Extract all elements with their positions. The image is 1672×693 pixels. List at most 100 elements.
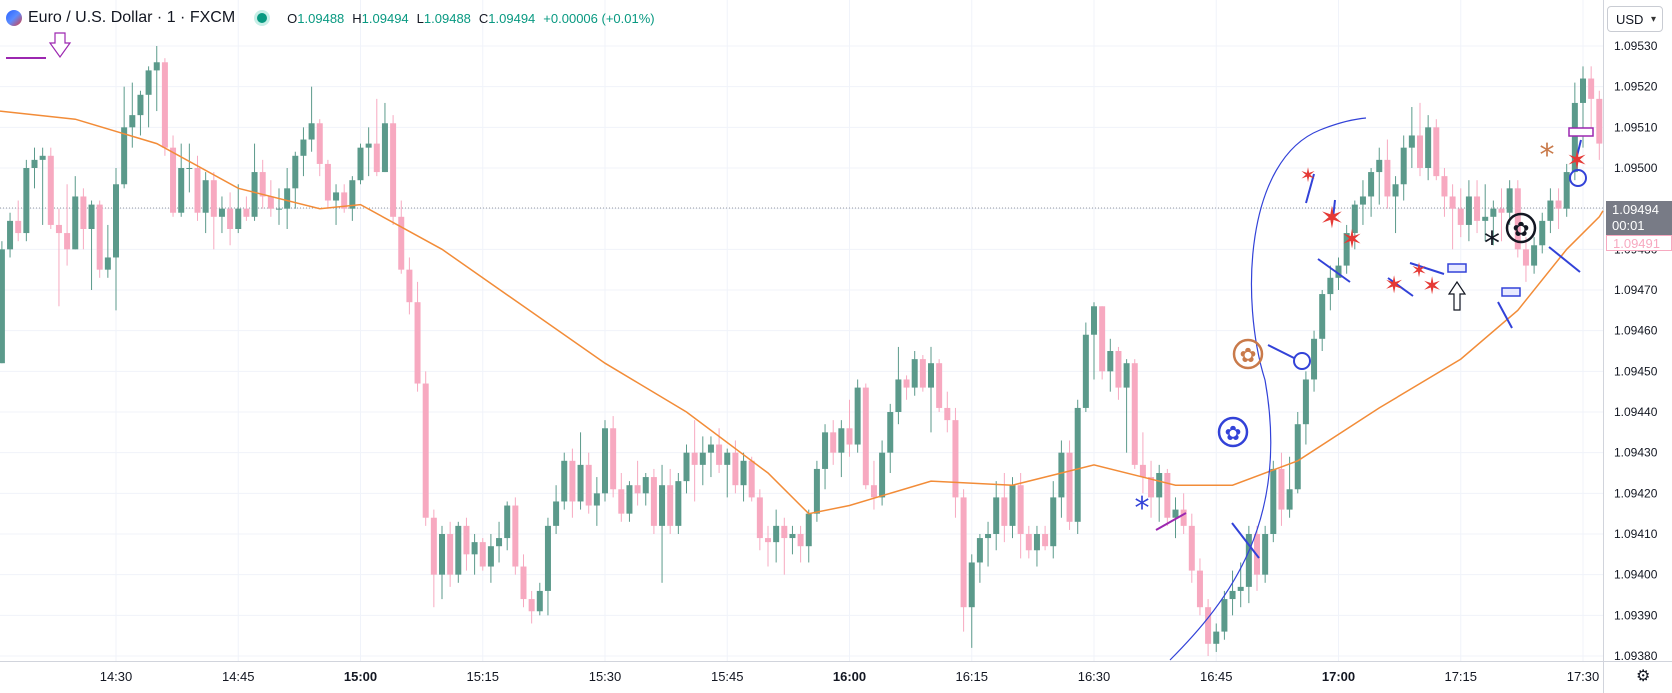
drawing-rect[interactable] xyxy=(1447,263,1467,273)
symbol-title[interactable]: Euro / U.S. Dollar · 1 · FXCM xyxy=(28,9,236,26)
candle-body xyxy=(1433,127,1440,177)
drawing-segment[interactable] xyxy=(1155,512,1187,531)
candle-body xyxy=(1417,135,1423,168)
flower-marker[interactable]: ✿ xyxy=(1217,416,1249,448)
candle-body xyxy=(797,534,804,547)
candle xyxy=(610,416,617,498)
candle xyxy=(528,590,535,624)
candle xyxy=(1531,237,1538,274)
asterisk-marker[interactable]: ✶ xyxy=(1300,163,1317,187)
drawing-segment[interactable] xyxy=(1305,173,1315,204)
candle xyxy=(1311,330,1318,392)
candle-body xyxy=(1563,172,1570,209)
drawing-circle[interactable] xyxy=(1293,352,1311,370)
drawing-curve-blue[interactable] xyxy=(1169,117,1367,661)
candle xyxy=(642,473,649,506)
candle xyxy=(805,509,812,563)
currency-select[interactable]: USD ▾ xyxy=(1607,6,1663,32)
candle-body xyxy=(887,412,894,453)
market-status-icon[interactable] xyxy=(257,13,268,23)
drawing-circle[interactable] xyxy=(1569,169,1587,187)
drawing-segment[interactable] xyxy=(1231,522,1260,559)
candle-body xyxy=(447,534,454,575)
candle xyxy=(1091,302,1097,380)
candle-body xyxy=(1571,102,1578,173)
candle-body xyxy=(553,501,560,526)
drawing-segment[interactable] xyxy=(1409,262,1445,275)
asterisk-marker[interactable]: ✶ xyxy=(1422,272,1442,300)
candle xyxy=(455,521,462,583)
asterisk-marker[interactable]: * xyxy=(1135,491,1150,526)
candle xyxy=(862,383,869,490)
asterisk-marker[interactable]: ✶ xyxy=(1319,201,1344,236)
candle xyxy=(1262,525,1269,583)
symbol-logo-icon[interactable] xyxy=(6,10,22,26)
candle xyxy=(15,200,22,242)
candle xyxy=(1302,371,1309,445)
asterisk-marker[interactable]: * xyxy=(1484,224,1500,262)
candle xyxy=(487,534,494,583)
asterisk-marker[interactable]: ✶ xyxy=(1341,225,1363,255)
price-tick-label: 1.09400 xyxy=(1614,568,1658,582)
candle xyxy=(1522,237,1529,282)
candle xyxy=(341,184,348,213)
drawings-layer xyxy=(6,32,1594,661)
candle xyxy=(96,200,103,278)
drawing-segment[interactable] xyxy=(1332,199,1336,219)
candle xyxy=(544,517,551,616)
drawing-segment[interactable] xyxy=(1575,139,1582,161)
drawing-segment[interactable] xyxy=(1267,344,1295,359)
drawing-segment[interactable] xyxy=(1497,301,1513,329)
candle xyxy=(683,444,690,494)
candle-body xyxy=(31,159,38,168)
asterisk-marker[interactable]: ✶ xyxy=(1566,146,1588,176)
candle-body xyxy=(830,432,837,453)
candle xyxy=(0,241,5,364)
candle xyxy=(1417,102,1423,177)
candle xyxy=(1294,412,1301,494)
drawing-segment[interactable] xyxy=(1317,258,1351,283)
candle xyxy=(202,172,209,234)
change-value: +0.00006 (+0.01%) xyxy=(543,10,655,26)
drawing-segment[interactable] xyxy=(1387,277,1414,297)
up-arrow-icon[interactable] xyxy=(1447,280,1467,311)
price-tick-label: 1.09410 xyxy=(1614,527,1658,541)
asterisk-marker[interactable]: ✶ xyxy=(1384,271,1404,299)
candle-body xyxy=(691,452,698,465)
candle-body xyxy=(1172,509,1179,518)
candle xyxy=(887,403,894,473)
down-arrow-icon[interactable] xyxy=(48,32,72,59)
flower-marker[interactable]: ✿ xyxy=(1505,212,1537,244)
candle xyxy=(553,485,560,534)
bar-countdown: 00:01 xyxy=(1612,218,1645,233)
candle xyxy=(398,200,405,274)
candle-body xyxy=(1506,188,1513,213)
drawing-rect[interactable] xyxy=(1501,287,1521,297)
last-price-value: 1.09494 xyxy=(1612,202,1659,217)
candle xyxy=(227,192,234,246)
candle-body xyxy=(683,452,690,482)
candle xyxy=(536,582,543,616)
candle xyxy=(1482,184,1489,242)
candle xyxy=(1245,525,1252,604)
candle xyxy=(944,391,951,433)
drawing-segment[interactable] xyxy=(1548,246,1581,273)
candle-body xyxy=(406,269,413,303)
candle-body xyxy=(1482,216,1489,221)
candle xyxy=(1107,338,1114,392)
candle xyxy=(797,525,804,563)
candle-body xyxy=(210,180,217,217)
candle xyxy=(960,489,967,632)
candle-body xyxy=(1148,477,1155,498)
candle-body xyxy=(1441,176,1448,197)
asterisk-marker[interactable]: ✶ xyxy=(1411,258,1428,282)
settings-gear-icon[interactable]: ⚙ xyxy=(1636,668,1651,685)
asterisk-marker[interactable]: * xyxy=(1540,138,1555,173)
flower-marker[interactable]: ✿ xyxy=(1232,338,1264,370)
candle-body xyxy=(903,379,910,388)
candle xyxy=(243,196,250,221)
drawing-rect[interactable] xyxy=(1568,127,1594,137)
candle-body xyxy=(137,94,144,116)
candle xyxy=(1425,115,1432,181)
